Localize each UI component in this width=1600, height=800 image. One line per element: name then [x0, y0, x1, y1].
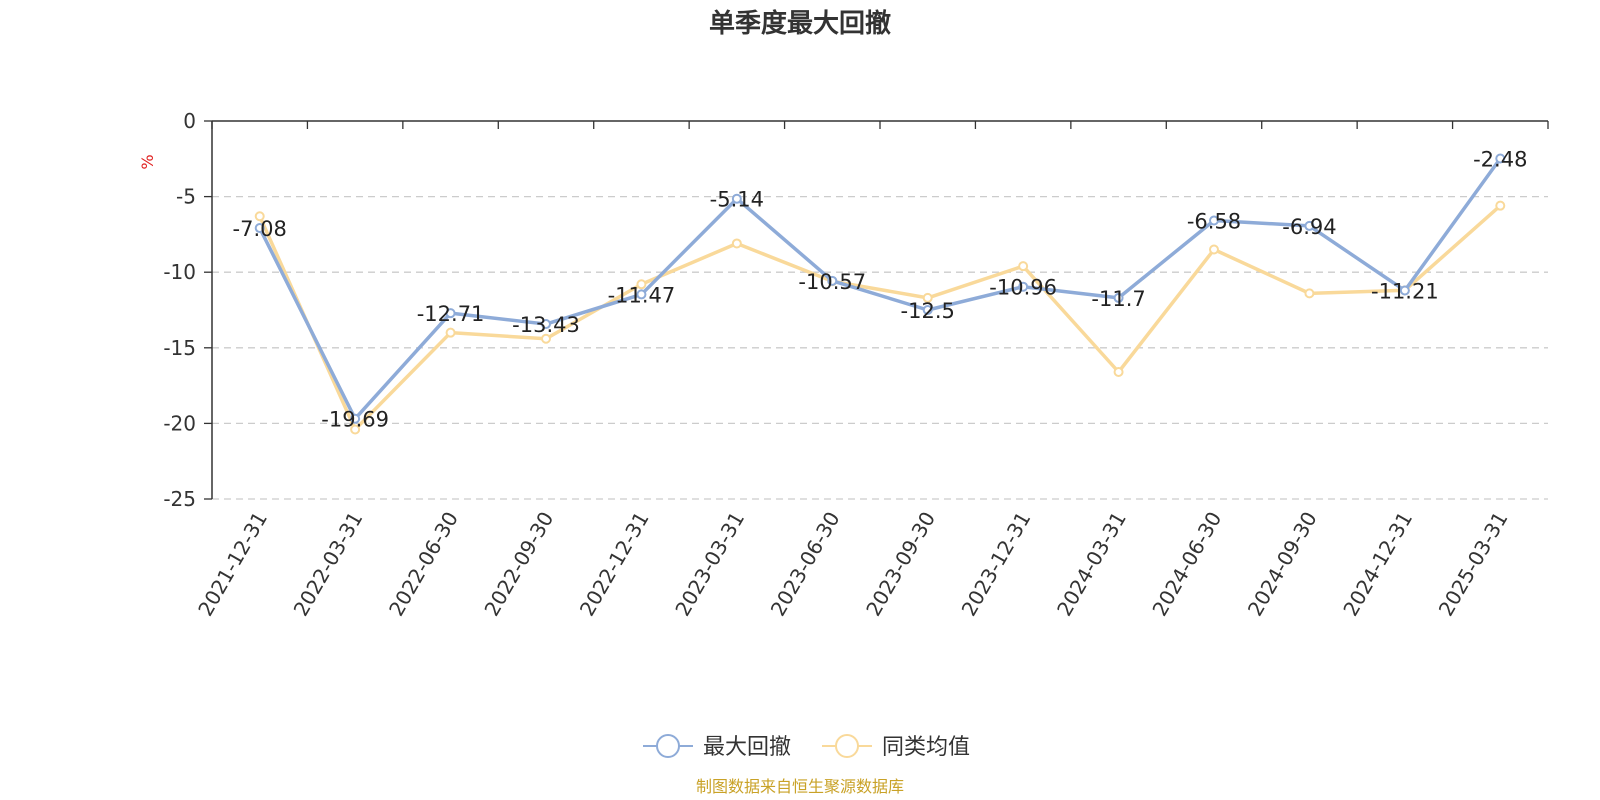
data-label: -13.43	[512, 313, 580, 337]
series-lines	[254, 153, 1506, 435]
data-point	[827, 275, 838, 286]
legend-marker	[835, 734, 859, 758]
data-labels: -7.08 -19.69 -12.71 -13.43 -11.47 -5.14 -10.57…	[233, 147, 1528, 431]
data-label: -2.48	[1473, 147, 1527, 171]
x-tick-label: 2022-06-30	[384, 507, 463, 620]
data-point	[1304, 288, 1315, 299]
data-label: -6.94	[1282, 215, 1336, 239]
data-point	[1209, 244, 1219, 255]
data-point	[254, 223, 265, 234]
data-label: -5.14	[710, 188, 764, 212]
x-tick-label: 2022-12-31	[575, 508, 654, 621]
data-point	[445, 327, 456, 338]
data-point	[445, 308, 456, 319]
data-label: -10.57	[798, 270, 866, 294]
data-point	[636, 289, 647, 300]
y-tick-label: -20	[163, 411, 196, 435]
data-label: -6.58	[1187, 209, 1241, 233]
axes	[204, 120, 1549, 500]
x-tick-labels: 2021-12-31 2022-03-31 2022-06-30 2022-09-30…	[193, 507, 1512, 620]
data-point	[1495, 200, 1506, 211]
x-tick-label: 2024-03-31	[1052, 508, 1131, 621]
data-point	[1018, 261, 1029, 272]
x-tick-label: 2022-09-30	[479, 508, 558, 621]
data-point	[254, 211, 265, 222]
data-point	[1113, 292, 1124, 303]
data-label: -7.08	[233, 217, 287, 241]
data-point	[731, 193, 742, 204]
x-tick-label: 2023-06-30	[766, 508, 845, 621]
x-tick-label: 2022-03-31	[289, 508, 368, 621]
data-label: -12.5	[901, 299, 955, 323]
legend-label: 同类均值	[882, 735, 970, 760]
y-tick-labels: 0 -5 -10 -15 -20 -25	[163, 109, 196, 511]
data-point	[541, 319, 551, 330]
data-point	[350, 413, 361, 424]
legend[interactable]: 最大回撤 同类均值	[643, 734, 970, 760]
y-tick-label: -10	[163, 260, 196, 284]
x-tick-label: 2024-09-30	[1243, 508, 1322, 621]
x-tick-label: 2024-12-31	[1338, 508, 1417, 621]
x-tick-label: 2021-12-31	[193, 508, 272, 621]
grid-lines	[212, 195, 1548, 500]
data-label: -11.7	[1091, 287, 1145, 311]
y-tick-label: -5	[176, 185, 196, 209]
x-tick-label: 2023-09-30	[861, 508, 940, 621]
source-note: 制图数据来自恒生聚源数据库	[696, 777, 904, 796]
y-tick-label: -15	[163, 336, 196, 360]
data-label: -11.21	[1371, 279, 1439, 303]
data-point	[922, 305, 933, 315]
x-tick-label: 2023-12-31	[957, 508, 1036, 621]
legend-label: 最大回撤	[703, 735, 791, 760]
data-point	[922, 292, 933, 303]
y-axis-unit: %	[138, 154, 157, 169]
x-tick-label: 2023-03-31	[670, 508, 749, 621]
data-point	[350, 424, 361, 435]
y-tick-label: 0	[183, 109, 196, 133]
data-point	[636, 279, 647, 290]
data-point	[1018, 281, 1029, 292]
data-point	[541, 333, 551, 344]
data-point	[1304, 220, 1315, 231]
data-point	[1113, 366, 1124, 377]
data-label: -10.96	[989, 276, 1057, 300]
series-line-0	[258, 157, 1502, 421]
data-label: -19.69	[321, 408, 389, 432]
data-label: -12.71	[417, 302, 485, 326]
data-point	[731, 238, 742, 249]
legend-marker	[656, 734, 680, 758]
x-tick-label: 2024-06-30	[1147, 508, 1226, 621]
data-point	[1209, 215, 1219, 226]
data-label: -11.47	[608, 283, 676, 307]
data-point	[1399, 285, 1410, 296]
chart-title: 单季度最大回撤	[709, 8, 891, 39]
series-line-1	[258, 204, 1502, 432]
x-tick-label: 2025-03-31	[1434, 508, 1513, 621]
data-point	[1495, 153, 1506, 164]
y-tick-label: -25	[163, 487, 196, 511]
